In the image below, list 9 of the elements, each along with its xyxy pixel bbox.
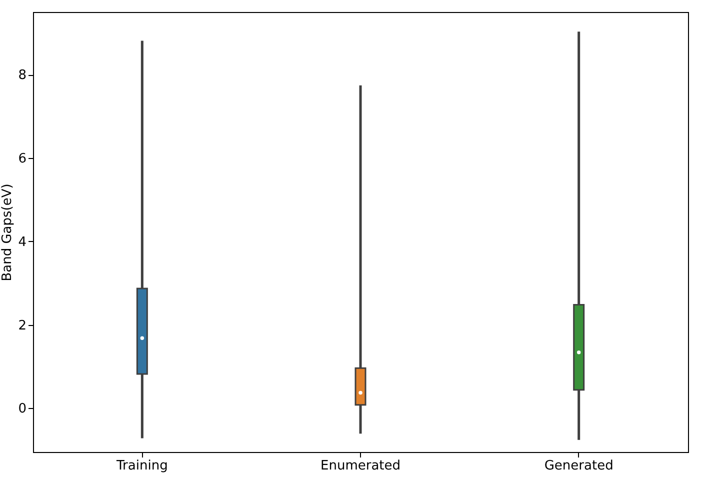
y-tick-label: 8 xyxy=(18,68,26,84)
x-tick-label: Generated xyxy=(544,458,614,474)
x-tick-label: Training xyxy=(116,458,168,474)
y-tick-label: 4 xyxy=(18,234,26,250)
x-tick-label: Enumerated xyxy=(320,458,401,474)
y-tick-label: 2 xyxy=(18,318,26,334)
y-tick-label: 6 xyxy=(18,151,26,166)
y-tick-label: 0 xyxy=(18,402,26,417)
y-axis-title: Band Gaps(eV) xyxy=(0,184,16,282)
